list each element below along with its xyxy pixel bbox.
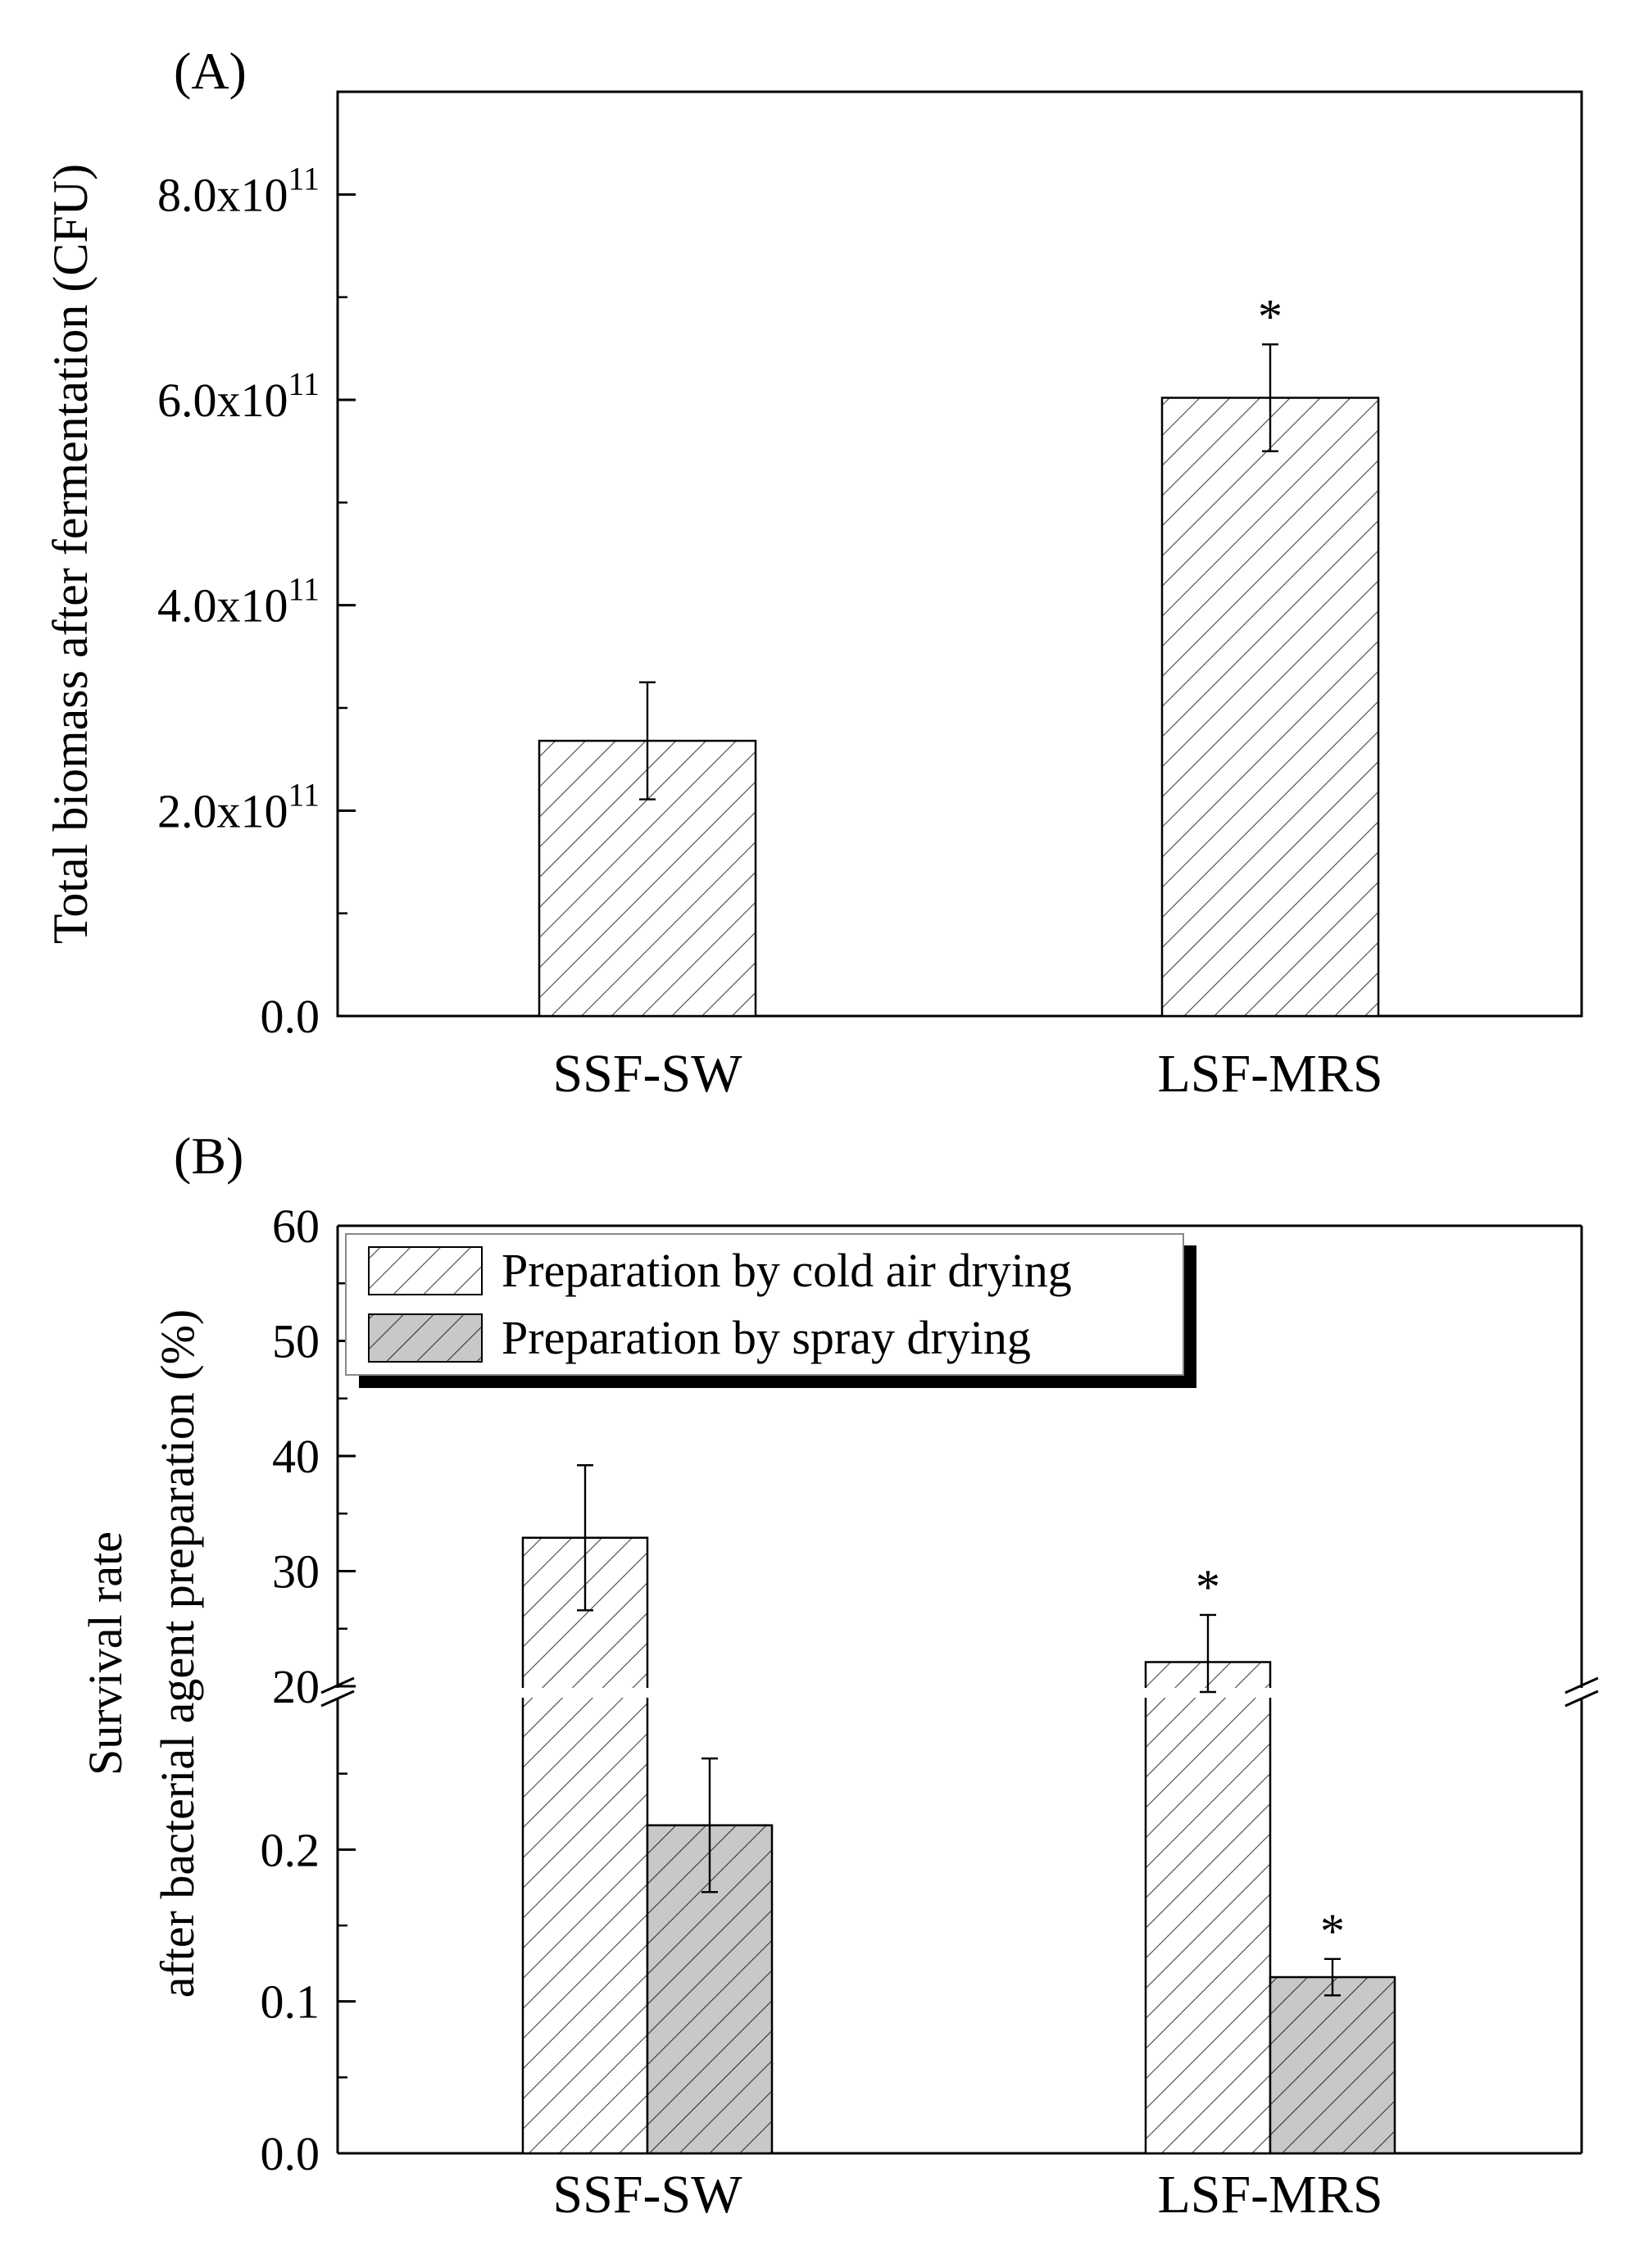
bar-cold-air-lsf-mrs [1144,1661,1272,2155]
axis-break-right [1564,1676,1599,1708]
panel-b-category-label-ssf-sw: SSF-SW [552,2165,742,2225]
y-tick-label: 50 [272,1315,320,1368]
legend-label-spray: Preparation by spray drying [502,1311,1031,1364]
panel-a: (A) 0.02.0x10114.0x10116.0x10118.0x1011 … [43,42,1583,1104]
panel-b-category-label-lsf-mrs: LSF-MRS [1157,2165,1382,2225]
panel-a-bars: * [538,289,1380,1018]
panel-b-legend: Preparation by cold air drying Preparati… [345,1233,1196,1388]
error-bar-spray-lsf-mrs [1324,1957,1341,1997]
panel-b-y-axis: 20 30 40 50 60 0.0 0.1 0.2 [261,1200,356,2180]
legend-swatch-spray [368,1313,483,1363]
significance-marker: * [1196,1560,1220,1614]
panel-b-bars: ** [521,1464,1396,2155]
panel-b-y-axis-title-line-1: Survival rate [79,1531,132,1776]
legend-swatch-cold-air [368,1246,483,1295]
y-tick-label: 30 [272,1545,320,1599]
error-bar-cold-air-ssf-sw [577,1464,593,1612]
error-bar-spray-ssf-sw [701,1757,718,1894]
significance-marker: * [1258,289,1283,343]
y-tick-label: 0.0 [261,2127,320,2180]
y-tick-label: 6.0x1011 [157,365,320,427]
error-bar-lsf-mrs [1262,343,1278,452]
bar-lsf-mrs [1160,397,1380,1018]
legend-box [345,1233,1184,1376]
y-tick-label: 0.0 [261,990,320,1043]
legend-label-cold-air: Preparation by cold air drying [502,1244,1072,1297]
y-tick-label: 2.0x1011 [157,776,320,837]
panel-b-y-axis-title-line-2: after bacterial agent preparation (%) [151,1309,204,1998]
panel-b-label: (B) [174,1127,243,1185]
panel-a-category-label-lsf-mrs: LSF-MRS [1157,1044,1382,1104]
y-tick-label: 0.2 [261,1823,320,1876]
panel-a-label: (A) [174,42,247,100]
bar-break-gap [521,1688,649,1698]
bar-cold-air-ssf-sw [521,1536,649,2155]
error-bar-ssf-sw [639,681,656,801]
y-tick-label: 20 [272,1660,320,1713]
panel-a-plot-frame [336,90,1583,1018]
panel-a-y-axis: 0.0 2.0x1011 4.0x1011 6.0x1011 8.0x1011 [157,90,356,1043]
y-tick-label: 8.0x1011 [157,160,320,221]
bar-spray-lsf-mrs [1269,1975,1396,2155]
y-tick-label: 60 [272,1200,320,1253]
error-bar-cold-air-lsf-mrs [1200,1613,1216,1694]
panel-a-category-label-ssf-sw: SSF-SW [552,1044,742,1104]
panel-a-y-axis-title: Total biomass after fermentation (CFU) [43,164,98,944]
y-tick-label: 0.1 [261,1975,320,2029]
y-tick-label: 4.0x1011 [157,571,320,633]
significance-marker: * [1320,1904,1345,1958]
y-tick-label: 40 [272,1430,320,1483]
